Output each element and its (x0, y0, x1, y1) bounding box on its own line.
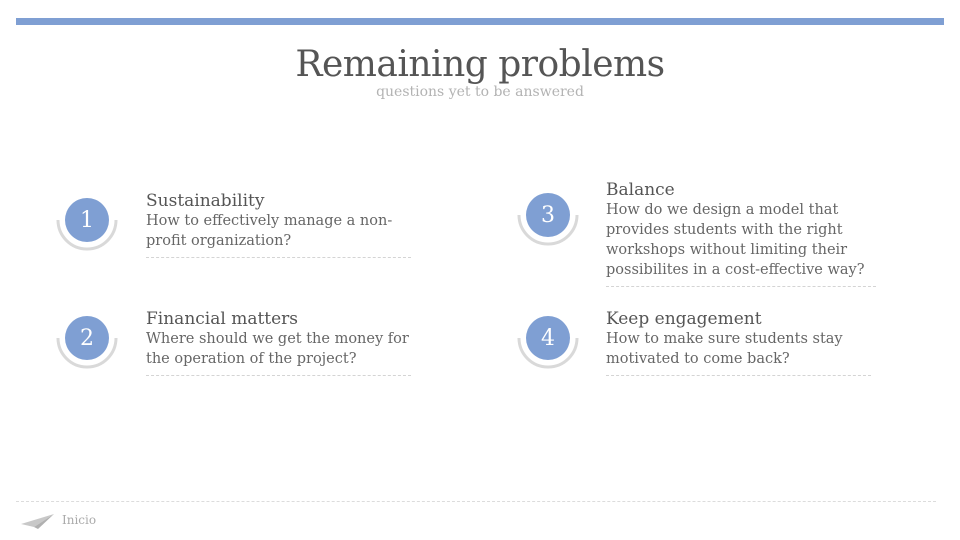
home-link[interactable]: Inicio (62, 513, 97, 527)
problem-description: How to make sure students stay motivated… (606, 331, 843, 367)
number-badge-ring: 1 (54, 187, 120, 253)
number-badge: 3 (526, 193, 570, 237)
problem-description: Where should we get the money for the op… (146, 331, 409, 367)
footer-divider (16, 501, 936, 502)
problem-title: Keep engagement (606, 309, 762, 329)
number-badge-ring: 2 (54, 305, 120, 371)
problem-text: Sustainability How to effectively manage… (146, 191, 411, 258)
problem-title: Sustainability (146, 191, 265, 211)
problem-text: Balance How do we design a model that pr… (606, 180, 876, 287)
top-accent-bar (16, 18, 944, 25)
problem-text: Financial matters Where should we get th… (146, 309, 411, 376)
paper-plane-icon[interactable] (20, 512, 56, 530)
problem-description: How do we design a model that provides s… (606, 202, 865, 278)
problem-text: Keep engagement How to make sure student… (606, 309, 871, 376)
number-badge: 2 (65, 316, 109, 360)
page-title: Remaining problems (295, 44, 665, 85)
problem-title: Balance (606, 180, 675, 200)
problem-title: Financial matters (146, 309, 299, 329)
number-badge-ring: 3 (515, 182, 581, 248)
problem-description: How to effectively manage a non-profit o… (146, 213, 393, 249)
page-subtitle: questions yet to be answered (376, 84, 584, 100)
number-badge-ring: 4 (515, 305, 581, 371)
number-badge: 4 (526, 316, 570, 360)
number-badge: 1 (65, 198, 109, 242)
